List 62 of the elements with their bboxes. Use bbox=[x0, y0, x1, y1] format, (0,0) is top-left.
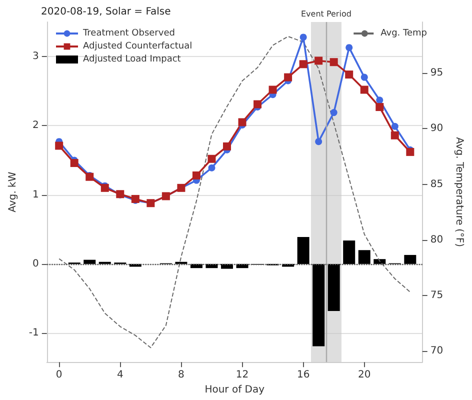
band-label: Event Period bbox=[301, 10, 352, 18]
y-tick-label: 2 bbox=[32, 120, 39, 132]
point bbox=[299, 60, 308, 68]
x-axis-title: Hour of Day bbox=[204, 384, 265, 396]
point bbox=[208, 154, 216, 163]
point bbox=[376, 96, 384, 104]
y2-tick-label: 90 bbox=[430, 123, 444, 134]
y2-tick-label: 95 bbox=[430, 68, 444, 79]
bar bbox=[220, 264, 233, 269]
y2-tick-label: 70 bbox=[430, 345, 444, 356]
y-tick-label: 3 bbox=[32, 51, 39, 62]
y-tick-label: -1 bbox=[28, 328, 39, 339]
point bbox=[192, 171, 200, 180]
y-axis-title: Avg. kW bbox=[8, 172, 18, 212]
point bbox=[70, 159, 78, 168]
point bbox=[390, 131, 399, 140]
point bbox=[300, 34, 307, 41]
point bbox=[100, 184, 109, 192]
x-tick-label: 8 bbox=[178, 370, 184, 381]
point bbox=[284, 73, 292, 82]
x-tick-label: 16 bbox=[296, 370, 310, 381]
y2-tick-label: 85 bbox=[430, 178, 444, 190]
y-tick-label: 1 bbox=[32, 189, 39, 200]
point bbox=[345, 70, 354, 79]
point bbox=[360, 86, 368, 94]
point bbox=[222, 142, 231, 150]
point bbox=[55, 142, 64, 150]
point bbox=[238, 118, 246, 126]
bar bbox=[404, 254, 416, 264]
x-tick-label: 12 bbox=[236, 370, 249, 381]
point bbox=[315, 138, 322, 146]
point bbox=[254, 100, 262, 108]
point bbox=[391, 122, 398, 130]
legend-label: Adjusted Load Impact bbox=[83, 54, 182, 64]
legend-label: Avg. Temp bbox=[380, 28, 428, 38]
point bbox=[360, 74, 368, 81]
bar bbox=[328, 264, 340, 311]
legend-label: Adjusted Counterfactual bbox=[83, 42, 192, 52]
y-tick-label: 0 bbox=[32, 258, 39, 270]
y2-axis-title: Avg. Temperature (°F) bbox=[454, 137, 464, 248]
bar bbox=[358, 250, 370, 264]
point bbox=[208, 164, 216, 172]
x-tick-label: 0 bbox=[56, 370, 62, 381]
line-series bbox=[58, 36, 411, 348]
point bbox=[314, 56, 323, 65]
y2-tick-label: 75 bbox=[430, 290, 444, 301]
point bbox=[330, 58, 338, 66]
y2-tick-label: 80 bbox=[430, 234, 444, 246]
bar bbox=[343, 240, 356, 264]
bar bbox=[374, 259, 386, 264]
x-tick-label: 4 bbox=[116, 370, 124, 381]
chart-title: 2020-08-19, Solar = False bbox=[41, 6, 171, 18]
point bbox=[406, 148, 414, 156]
bar bbox=[312, 264, 325, 346]
point bbox=[376, 103, 384, 112]
point bbox=[268, 86, 277, 94]
x-tick-label: 20 bbox=[358, 370, 371, 381]
bar bbox=[84, 260, 96, 264]
point bbox=[346, 44, 353, 52]
bar bbox=[297, 236, 310, 264]
legend-label: Treatment Observed bbox=[82, 28, 175, 38]
point bbox=[330, 109, 338, 116]
